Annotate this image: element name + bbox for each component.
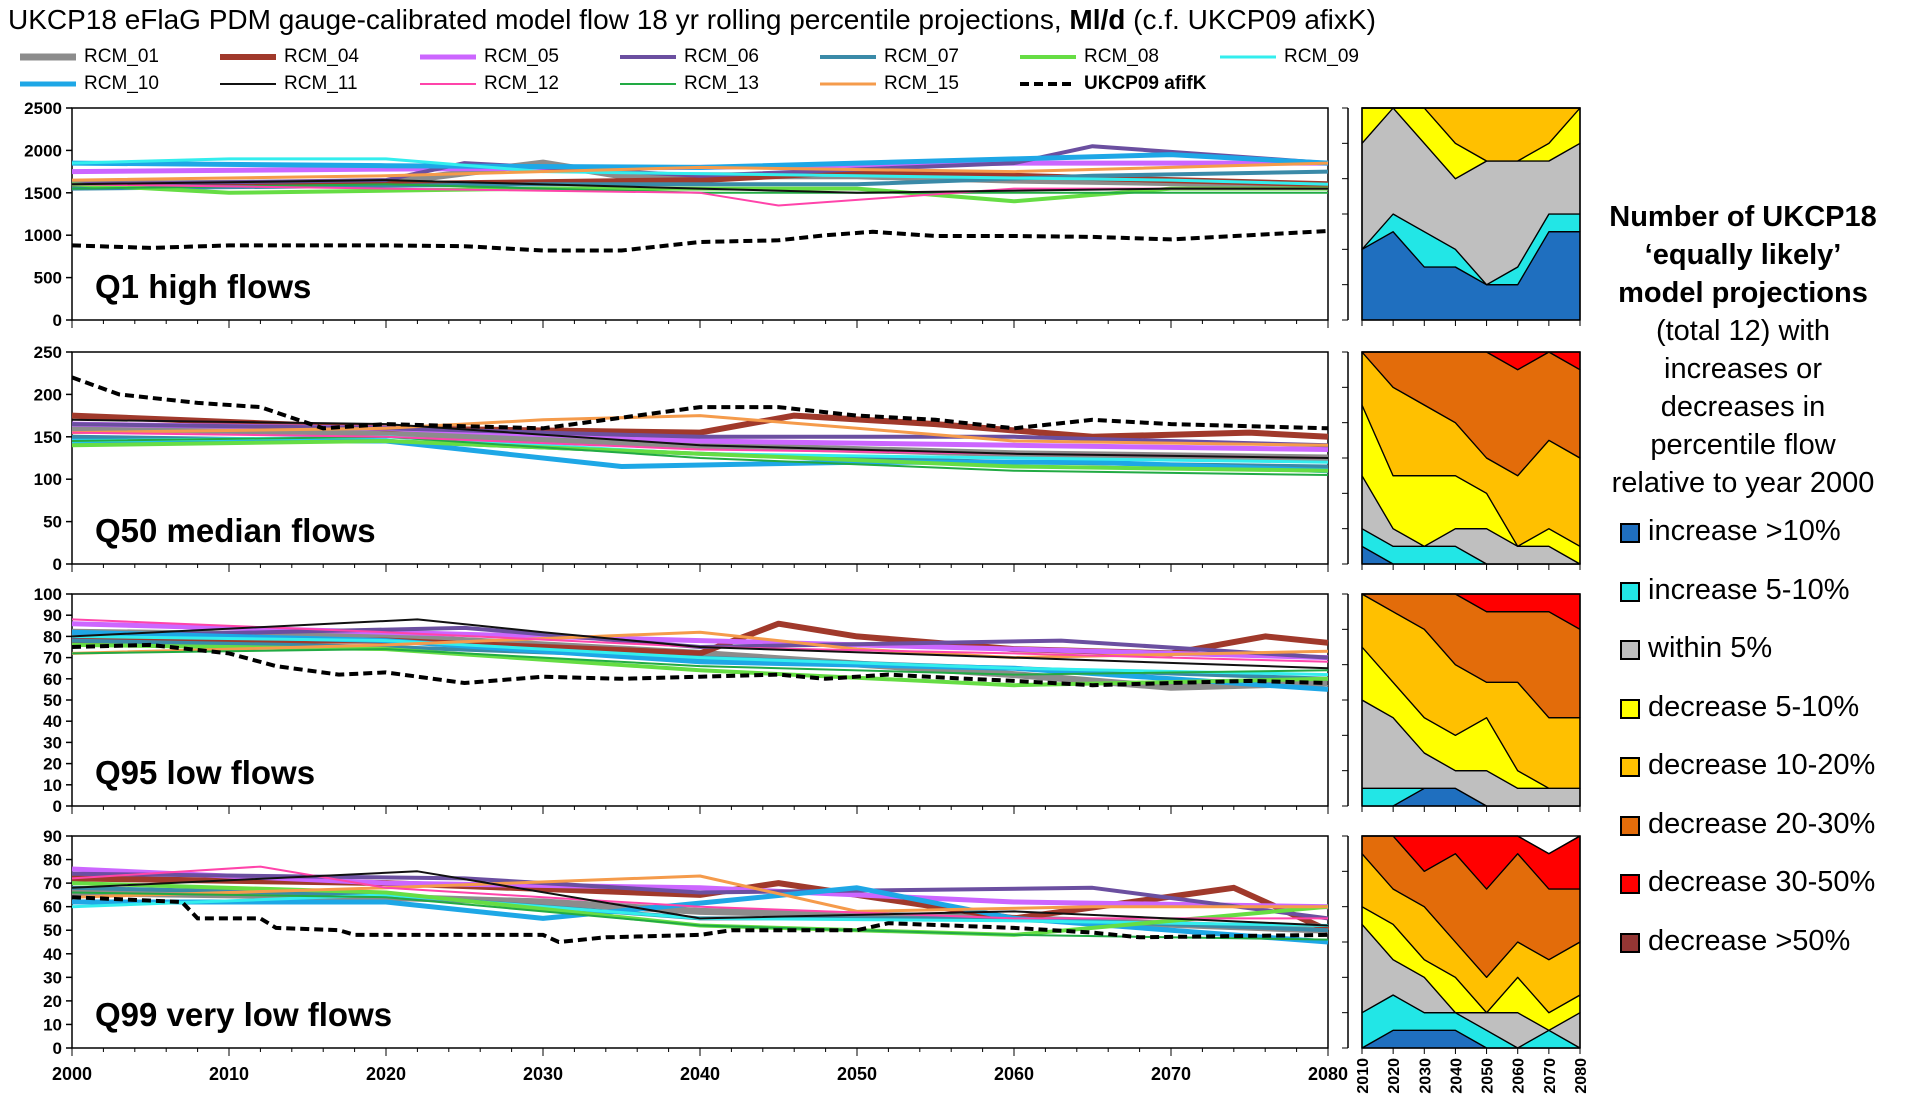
y-tick-label: 0: [53, 1039, 62, 1058]
panel-label: Q1 high flows: [95, 268, 311, 305]
side-line-3: model projections: [1588, 274, 1898, 312]
y-tick-label: 50: [43, 691, 62, 710]
side-line-4: (total 12) with: [1588, 312, 1898, 350]
stacked-area-chart: [1342, 352, 1580, 570]
x-tick-label: 2080: [1308, 1064, 1348, 1084]
panel: 0 50 100 150 200 250 Q50 median flows: [34, 343, 1328, 574]
category-label: decrease 5-10%: [1648, 691, 1859, 724]
y-tick-label: 20: [43, 755, 62, 774]
y-tick-label: 80: [43, 851, 62, 870]
category-label: increase 5-10%: [1648, 574, 1850, 607]
side-line-7: percentile flow: [1588, 426, 1898, 464]
y-tick-label: 40: [43, 945, 62, 964]
category-swatch: [1620, 933, 1640, 953]
x-tick-label: 2010: [209, 1064, 249, 1084]
panel: 0 10 20 30 40 50 60 70 80 90 Q99 very low flows: [43, 827, 1328, 1058]
panel-label: Q50 median flows: [95, 512, 376, 549]
y-tick-label: 2500: [24, 99, 62, 118]
y-tick-label: 500: [34, 269, 62, 288]
category-label: increase >10%: [1648, 515, 1841, 548]
area-x-tick-label: 2040: [1448, 1058, 1465, 1094]
y-tick-label: 1500: [24, 184, 62, 203]
y-tick-label: 50: [43, 921, 62, 940]
stacked-area-chart: [1342, 108, 1580, 326]
y-tick-label: 60: [43, 898, 62, 917]
y-tick-label: 0: [53, 311, 62, 330]
side-annotation: Number of UKCP18 ‘equally likely’ model …: [1588, 198, 1898, 502]
area-x-tick-label: 2020: [1386, 1058, 1403, 1094]
side-line-5: increases or: [1588, 350, 1898, 388]
y-tick-label: 30: [43, 733, 62, 752]
panel: 0 10 20 30 40 50 60 70 80 90 100 Q95 low flows: [34, 585, 1328, 816]
x-tick-label: 2000: [52, 1064, 92, 1084]
area-x-tick-label: 2050: [1480, 1058, 1497, 1094]
side-line-8: relative to year 2000: [1588, 464, 1898, 502]
y-tick-label: 90: [43, 606, 62, 625]
y-tick-label: 20: [43, 992, 62, 1011]
y-tick-label: 1000: [24, 226, 62, 245]
stacked-area-chart: [1342, 836, 1580, 1054]
y-tick-label: 90: [43, 827, 62, 846]
y-tick-label: 100: [34, 585, 62, 604]
category-swatch: [1620, 757, 1640, 777]
y-tick-label: 10: [43, 1015, 62, 1034]
x-tick-label: 2030: [523, 1064, 563, 1084]
x-tick-label: 2040: [680, 1064, 720, 1084]
y-tick-label: 250: [34, 343, 62, 362]
side-line-6: decreases in: [1588, 388, 1898, 426]
y-tick-label: 70: [43, 874, 62, 893]
x-tick-label: 2070: [1151, 1064, 1191, 1084]
y-tick-label: 150: [34, 428, 62, 447]
x-tick-label: 2060: [994, 1064, 1034, 1084]
stacked-area-chart: [1342, 594, 1580, 812]
category-swatch: [1620, 699, 1640, 719]
y-tick-label: 2000: [24, 141, 62, 160]
y-tick-label: 80: [43, 627, 62, 646]
y-tick-label: 0: [53, 555, 62, 574]
area-x-tick-label: 2010: [1355, 1058, 1372, 1094]
y-tick-label: 0: [53, 797, 62, 816]
category-swatch: [1620, 874, 1640, 894]
panel: 0 500 1000 1500 2000 2500 Q1 high flows: [24, 99, 1328, 330]
side-line-1: Number of UKCP18: [1588, 198, 1898, 236]
category-swatch: [1620, 582, 1640, 602]
panel-label: Q95 low flows: [95, 754, 315, 791]
category-swatch: [1620, 523, 1640, 543]
area-x-tick-label: 2060: [1511, 1058, 1528, 1094]
category-label: decrease >50%: [1648, 925, 1850, 958]
y-tick-label: 200: [34, 385, 62, 404]
y-tick-label: 40: [43, 712, 62, 731]
area-x-tick-label: 2070: [1542, 1058, 1559, 1094]
category-label: decrease 10-20%: [1648, 749, 1875, 782]
y-tick-label: 100: [34, 470, 62, 489]
side-line-2: ‘equally likely’: [1588, 236, 1898, 274]
y-tick-label: 50: [43, 513, 62, 532]
category-swatch: [1620, 640, 1640, 660]
x-tick-label: 2050: [837, 1064, 877, 1084]
area-x-tick-label: 2030: [1417, 1058, 1434, 1094]
x-tick-label: 2020: [366, 1064, 406, 1084]
panel-label: Q99 very low flows: [95, 996, 392, 1033]
category-label: decrease 20-30%: [1648, 808, 1875, 841]
y-tick-label: 60: [43, 670, 62, 689]
y-tick-label: 10: [43, 776, 62, 795]
category-label: within 5%: [1648, 632, 1772, 665]
y-tick-label: 70: [43, 649, 62, 668]
area-x-tick-label: 2080: [1573, 1058, 1590, 1094]
category-swatch: [1620, 816, 1640, 836]
category-label: decrease 30-50%: [1648, 866, 1875, 899]
y-tick-label: 30: [43, 968, 62, 987]
